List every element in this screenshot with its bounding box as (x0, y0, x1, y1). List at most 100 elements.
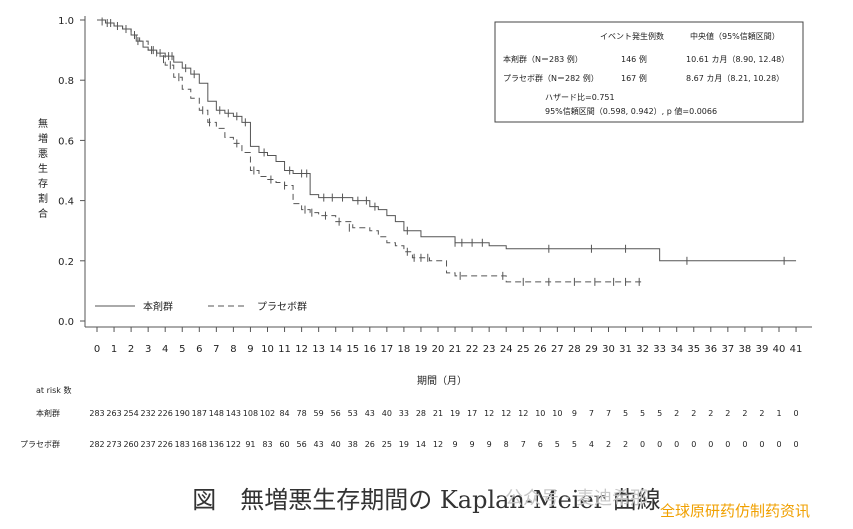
axes (84, 16, 812, 328)
at-risk-value: 2 (674, 409, 679, 418)
km-curve-series-1 (97, 19, 797, 262)
y-label-char: 増 (38, 132, 48, 145)
stats-row1-events: 146 例 (621, 54, 647, 64)
x-tick-label: 29 (585, 344, 598, 355)
at-risk-value: 0 (759, 440, 764, 449)
at-risk-value: 56 (297, 440, 307, 449)
at-risk-value: 143 (226, 409, 241, 418)
x-tick-label: 1 (111, 344, 117, 355)
at-risk-value: 190 (175, 409, 190, 418)
at-risk-value: 9 (453, 440, 458, 449)
at-risk-value: 6 (538, 440, 543, 449)
x-tick-label: 11 (278, 344, 291, 355)
at-risk-value: 122 (226, 440, 241, 449)
stats-row1-median: 10.61 カ月（8.90, 12.48） (686, 55, 789, 64)
at-risk-value: 14 (416, 440, 426, 449)
at-risk-value: 5 (640, 409, 645, 418)
at-risk-value: 9 (470, 440, 475, 449)
at-risk-value: 8 (504, 440, 509, 449)
at-risk-title: at risk 数 (36, 385, 71, 395)
x-tick-label: 33 (653, 344, 666, 355)
x-tick-label: 18 (398, 344, 411, 355)
stats-row2-events: 167 例 (621, 73, 647, 83)
at-risk-value: 28 (416, 409, 426, 418)
at-risk-value: 9 (572, 409, 577, 418)
x-tick-label: 40 (773, 344, 786, 355)
at-risk-value: 17 (467, 409, 477, 418)
at-risk-value: 2 (691, 409, 696, 418)
at-risk-value: 226 (158, 440, 173, 449)
x-tick-label: 28 (568, 344, 581, 355)
x-tick-label: 24 (500, 344, 513, 355)
x-tick-label: 5 (179, 344, 185, 355)
at-risk-value: 5 (623, 409, 628, 418)
at-risk-value: 2 (759, 409, 764, 418)
x-tick-label: 22 (466, 344, 479, 355)
at-risk-value: 263 (106, 409, 121, 418)
at-risk-row-1: 283 263 254 232 226 190 187 148 143 108 102 84 78 59 5… (89, 409, 798, 418)
at-risk-value: 60 (279, 440, 289, 449)
km-chart: 0.00.20.40.60.81.0 0 1 2 3 4 5 6 7 8 9 10 11 12 13 14 1… (20, 16, 812, 449)
x-tick-label: 15 (346, 344, 359, 355)
at-risk-value: 9 (487, 440, 492, 449)
at-risk-label-2: プラセボ群 (20, 439, 60, 449)
at-risk-value: 282 (89, 440, 104, 449)
y-tick-label: 0.8 (58, 76, 74, 87)
at-risk-value: 56 (331, 409, 341, 418)
at-risk-value: 59 (314, 409, 324, 418)
km-curve-series-2 (97, 19, 643, 283)
at-risk-value: 0 (657, 440, 662, 449)
at-risk-value: 0 (640, 440, 645, 449)
at-risk-value: 226 (158, 409, 173, 418)
x-tick-label: 9 (247, 344, 253, 355)
y-label-char: 生 (38, 162, 48, 175)
x-tick-label: 13 (312, 344, 325, 355)
at-risk-value: 187 (192, 409, 207, 418)
x-tick-label: 8 (230, 344, 236, 355)
stats-row2-label: プラセボ群（N＝282 例） (503, 73, 599, 83)
x-tick-label: 26 (534, 344, 547, 355)
at-risk-value: 53 (348, 409, 358, 418)
x-tick-label: 39 (756, 344, 769, 355)
x-tick-label: 3 (145, 344, 151, 355)
at-risk-value: 12 (433, 440, 443, 449)
stats-hr: ハザード比=0.751 (545, 92, 615, 102)
at-risk-value: 19 (399, 440, 409, 449)
x-tick-label: 14 (329, 344, 342, 355)
x-ticks: 0 1 2 3 4 5 6 7 8 9 10 11 12 13 14 15 16 17 18 19 20 21 22 23 24… (94, 327, 803, 355)
at-risk-value: 260 (123, 440, 138, 449)
y-tick-label: 0.0 (58, 317, 74, 328)
x-tick-label: 19 (415, 344, 428, 355)
stats-header-events: イベント発生例数 (600, 31, 664, 41)
at-risk-value: 102 (260, 409, 275, 418)
at-risk-value: 21 (433, 409, 443, 418)
at-risk-value: 12 (484, 409, 494, 418)
at-risk-value: 10 (552, 409, 562, 418)
at-risk-value: 43 (314, 440, 324, 449)
x-tick-label: 6 (196, 344, 202, 355)
at-risk-value: 0 (674, 440, 679, 449)
at-risk-value: 2 (606, 440, 611, 449)
x-tick-label: 23 (483, 344, 496, 355)
y-axis-label: 無増悪生存割合 (38, 117, 48, 220)
at-risk-value: 43 (365, 409, 375, 418)
at-risk-value: 232 (141, 409, 156, 418)
at-risk-value: 33 (399, 409, 409, 418)
watermark-account: 公众号 · 麦迪希那 (505, 488, 649, 509)
legend-label-series-2: プラセボ群 (257, 300, 307, 313)
at-risk-value: 4 (589, 440, 594, 449)
at-risk-value: 1 (776, 409, 781, 418)
watermark-tagline: 全球原研药仿制药资讯 (660, 502, 811, 520)
at-risk-value: 136 (209, 440, 224, 449)
at-risk-value: 5 (657, 409, 662, 418)
x-tick-label: 41 (790, 344, 803, 355)
stats-row2-median: 8.67 カ月（8.21, 10.28） (686, 74, 784, 83)
at-risk-value: 7 (589, 409, 594, 418)
y-ticks: 0.0 0.2 0.4 0.6 0.8 1.0 (58, 16, 85, 328)
at-risk-value: 91 (245, 440, 255, 449)
at-risk-value: 0 (708, 440, 713, 449)
x-tick-label: 4 (162, 344, 168, 355)
x-tick-label: 30 (602, 344, 615, 355)
y-tick-label: 0.4 (58, 197, 74, 208)
x-tick-label: 2 (128, 344, 134, 355)
